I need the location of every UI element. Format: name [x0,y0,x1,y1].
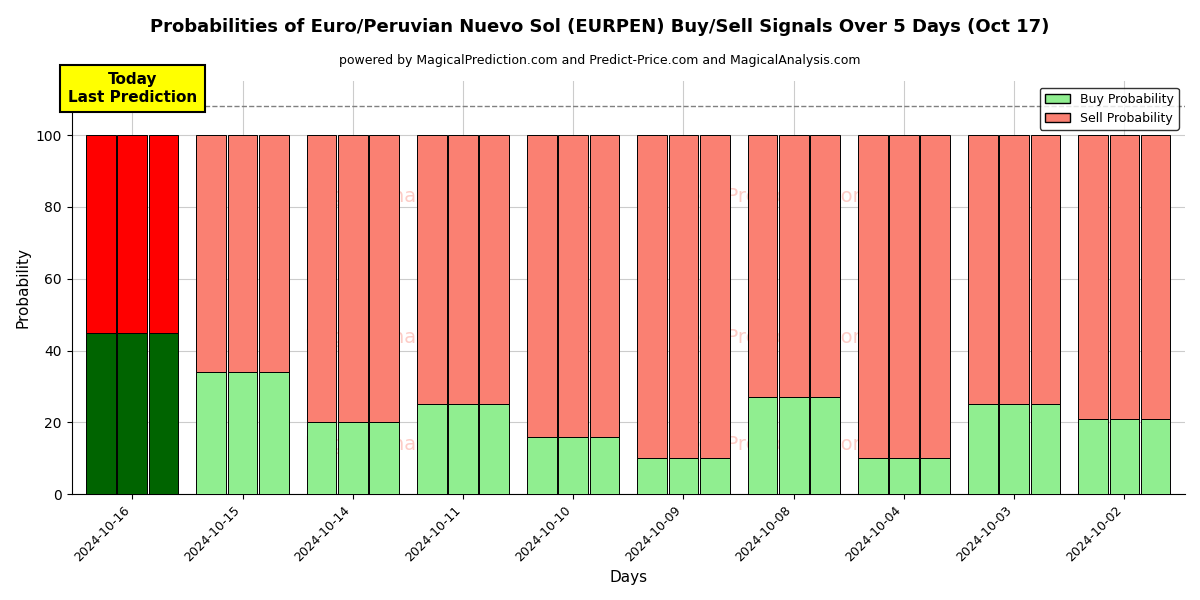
Bar [748,397,778,494]
Bar [1110,419,1139,494]
Bar [370,422,398,494]
Bar [118,332,148,494]
Bar [810,135,840,397]
Bar [197,135,226,372]
Bar [700,458,730,494]
Bar [448,135,478,404]
Bar [307,135,336,422]
Bar [1031,135,1061,404]
Bar [558,135,588,437]
Bar [779,397,809,494]
Bar [889,458,919,494]
Text: MagicalAnalysis.com: MagicalAnalysis.com [305,328,508,347]
Bar [637,135,667,458]
Text: MagicalPrediction.com: MagicalPrediction.com [652,328,871,347]
Bar [700,135,730,458]
Bar [86,135,116,332]
Bar [228,372,257,494]
Text: MagicalAnalysis.com: MagicalAnalysis.com [305,187,508,206]
Legend: Buy Probability, Sell Probability: Buy Probability, Sell Probability [1040,88,1178,130]
Bar [259,135,288,372]
Bar [637,458,667,494]
Text: MagicalAnalysis.com: MagicalAnalysis.com [305,435,508,454]
Bar [338,135,367,422]
X-axis label: Days: Days [610,570,647,585]
Bar [889,135,919,458]
Text: powered by MagicalPrediction.com and Predict-Price.com and MagicalAnalysis.com: powered by MagicalPrediction.com and Pre… [340,54,860,67]
Bar [968,135,997,404]
Bar [668,135,698,458]
Bar [338,422,367,494]
Bar [589,135,619,437]
Bar [1079,419,1108,494]
Bar [1031,404,1061,494]
Bar [527,437,557,494]
Bar [1000,404,1028,494]
Bar [370,135,398,422]
Text: Probabilities of Euro/Peruvian Nuevo Sol (EURPEN) Buy/Sell Signals Over 5 Days (: Probabilities of Euro/Peruvian Nuevo Sol… [150,18,1050,36]
Y-axis label: Probability: Probability [16,247,30,328]
Bar [748,135,778,397]
Bar [416,404,446,494]
Bar [416,135,446,404]
Bar [920,458,950,494]
Bar [810,397,840,494]
Text: MagicalPrediction.com: MagicalPrediction.com [652,435,871,454]
Bar [479,404,509,494]
Bar [1000,135,1028,404]
Bar [589,437,619,494]
Bar [1141,419,1170,494]
Text: Today
Last Prediction: Today Last Prediction [67,72,197,104]
Bar [779,135,809,397]
Bar [118,135,148,332]
Bar [149,135,179,332]
Bar [1079,135,1108,419]
Bar [558,437,588,494]
Bar [307,422,336,494]
Bar [1110,135,1139,419]
Bar [228,135,257,372]
Bar [858,135,888,458]
Bar [479,135,509,404]
Bar [668,458,698,494]
Bar [259,372,288,494]
Bar [527,135,557,437]
Bar [1141,135,1170,419]
Bar [920,135,950,458]
Text: MagicalPrediction.com: MagicalPrediction.com [652,187,871,206]
Bar [86,332,116,494]
Bar [968,404,997,494]
Bar [448,404,478,494]
Bar [858,458,888,494]
Bar [149,332,179,494]
Bar [197,372,226,494]
